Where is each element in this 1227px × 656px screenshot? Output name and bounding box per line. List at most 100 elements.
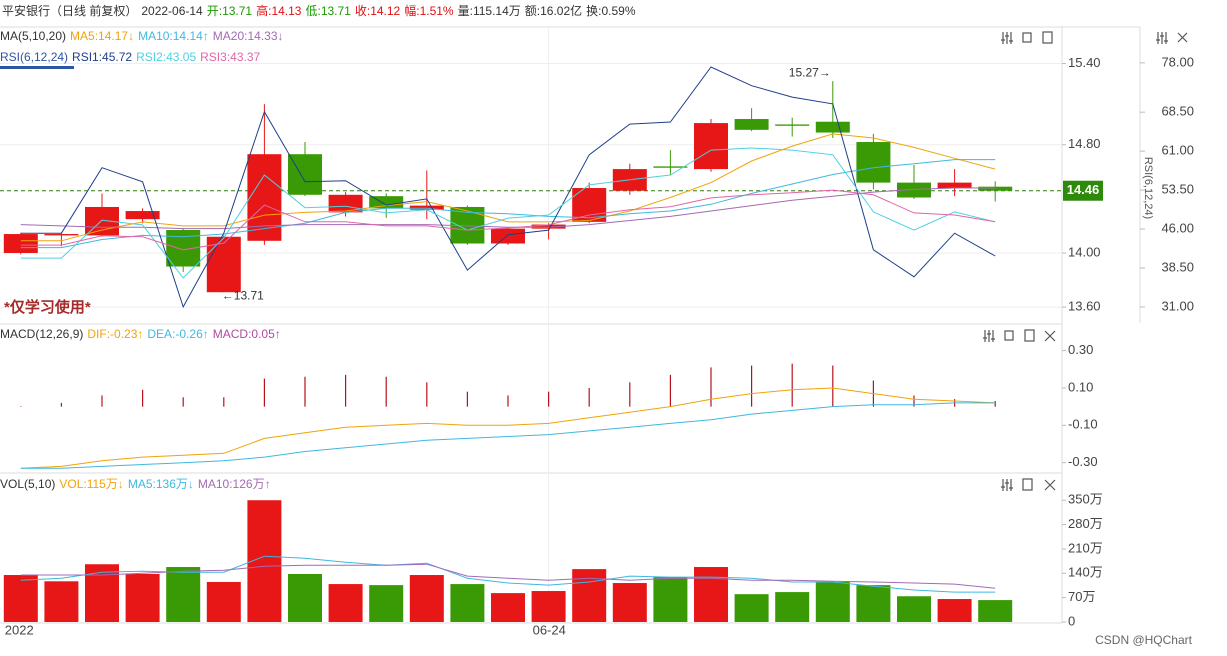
volume-bar: [694, 567, 728, 622]
volume-bar: [612, 583, 647, 622]
volume-bar: [734, 594, 769, 622]
legend-item: RSI1:45.72: [72, 50, 132, 64]
candle-body: [815, 121, 850, 133]
candle-body: [775, 124, 810, 126]
toolbar[interactable]: [983, 31, 1188, 491]
y-tick-label: 70万: [1068, 589, 1095, 604]
candle-body: [369, 196, 404, 209]
volume-bar: [491, 593, 525, 622]
y-tick-label: 0.30: [1068, 342, 1093, 357]
volume-bar: [531, 591, 566, 622]
legend-item: 量:115.14万: [458, 4, 521, 18]
legend-item: DIF:-0.23↑: [87, 327, 143, 341]
last-price-label: 14.46: [1067, 182, 1100, 197]
volume-bar: [653, 577, 688, 622]
y-tick-label: 14.00: [1068, 244, 1101, 259]
candle-body: [937, 182, 972, 189]
last-price-box: [1063, 180, 1103, 201]
volume-bar: [937, 599, 972, 622]
y-tick-label: -0.10: [1068, 417, 1098, 432]
y-tick-label: -0.30: [1068, 454, 1098, 469]
legend-item: 换:0.59%: [586, 4, 636, 18]
legend-item: 额:16.02亿: [525, 3, 582, 18]
volume-bar: [369, 585, 404, 622]
volume-bar: [125, 573, 160, 622]
candle-body: [531, 224, 566, 229]
candle-body: [3, 234, 38, 253]
y2-tick-label: 61.00: [1161, 143, 1194, 158]
volume-bar: [978, 600, 1013, 622]
line: [20, 187, 996, 230]
y2-tick-label: 46.00: [1161, 220, 1194, 235]
candle-body: [978, 186, 1013, 191]
line: [20, 133, 996, 242]
legend-item: VOL(5,10): [0, 477, 55, 491]
volume-bar: [856, 585, 891, 622]
y-tick-label: 280万: [1068, 516, 1103, 531]
legend-item: MA5:14.17↓: [70, 29, 134, 43]
y-tick-label: 210万: [1068, 540, 1103, 555]
legend-item: MA10:126万↑: [198, 477, 271, 491]
candle-body: [897, 182, 931, 198]
legend-item: MACD(12,26,9): [0, 327, 83, 341]
line: [20, 563, 996, 589]
y-tick-label: 0: [1068, 613, 1075, 628]
y-tick-label: 13.60: [1068, 299, 1101, 314]
y-tick-label: 140万: [1068, 565, 1103, 580]
y2-tick-label: 68.50: [1161, 104, 1194, 119]
candle-body: [734, 119, 769, 130]
volume-bar: [85, 564, 119, 622]
candle-body: [856, 142, 891, 183]
legend-item: 开:13.71: [207, 4, 253, 18]
line: [20, 147, 996, 279]
volume-bar: [206, 581, 241, 622]
volume-bar: [409, 575, 444, 622]
footer: CSDN @HQChart: [1095, 633, 1193, 647]
y2-tick-label: 78.00: [1161, 54, 1194, 69]
y-tick-label: 15.40: [1068, 55, 1101, 70]
volume-bar: [166, 567, 201, 622]
candle-body: [653, 166, 688, 168]
volume-bar: [44, 581, 79, 622]
legend-item: RSI(6,12,24): [0, 50, 68, 64]
legend-item: VOL:115万↓: [59, 477, 123, 491]
legend-item: 平安银行（日线 前复权）: [2, 3, 137, 18]
legend-item: MA(5,10,20): [0, 29, 66, 43]
line: [20, 387, 996, 469]
candle-body: [491, 228, 525, 244]
volume-bar: [572, 569, 607, 622]
candle-body: [44, 234, 79, 236]
y2-tick-label: 38.50: [1161, 259, 1194, 274]
volume-bar: [815, 581, 850, 622]
watermark: *仅学习使用*: [4, 298, 91, 316]
volume-bar: [328, 584, 363, 622]
candle-body: [694, 123, 728, 170]
y2-tick-label: 31.00: [1161, 298, 1194, 313]
tab-underline: [0, 66, 74, 69]
legend-item: MA5:136万↓: [128, 477, 194, 491]
line: [20, 66, 996, 309]
y-tick-label: 14.80: [1068, 136, 1101, 151]
volume-bar: [450, 584, 485, 622]
legend-item: RSI2:43.05: [136, 50, 196, 64]
line: [20, 402, 996, 469]
y2-axis-label: RSI(6,12,24): [1142, 157, 1154, 219]
line: [20, 189, 996, 251]
line: [20, 555, 996, 593]
min-label: ←13.71: [222, 288, 264, 302]
legend-item: 低:13.71: [305, 4, 351, 18]
candle-body: [409, 205, 444, 210]
volume-bar: [775, 592, 810, 622]
line: [20, 159, 996, 249]
max-label: 15.27→: [789, 65, 831, 79]
legend-item: RSI3:43.37: [200, 50, 260, 64]
legend-item: 高:14.13: [256, 3, 302, 18]
legend-item: MA10:14.14↑: [138, 29, 209, 43]
volume-bar: [897, 596, 931, 622]
x-tick-label: 2022: [5, 622, 34, 637]
y-tick-label: 0.10: [1068, 379, 1093, 394]
legend-item: DEA:-0.26↑: [147, 327, 208, 341]
candle-body: [247, 154, 282, 241]
